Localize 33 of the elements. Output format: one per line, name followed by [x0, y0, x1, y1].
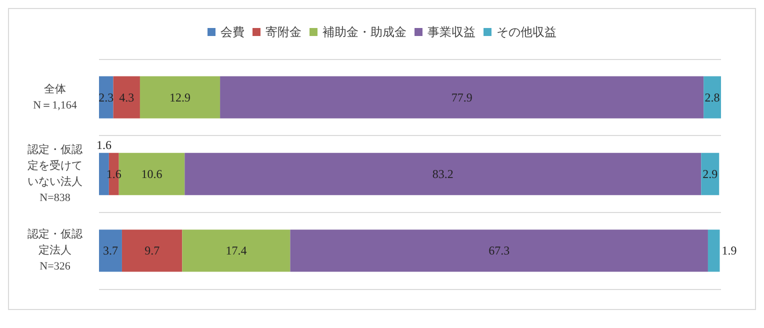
- y-tick-label: 全体 N＝1,164: [33, 83, 78, 112]
- bar: [708, 230, 720, 272]
- bar: [99, 152, 109, 196]
- bar: [704, 76, 721, 118]
- bar: [140, 76, 220, 118]
- data-label: 9.7: [144, 244, 160, 258]
- data-label: 12.9: [170, 90, 191, 104]
- y-tick-label: 認定・仮認定法人 N=326: [28, 228, 82, 273]
- bar: [122, 230, 182, 272]
- data-label: 10.6: [141, 167, 162, 181]
- data-label: 83.2: [432, 167, 454, 181]
- bar: [99, 230, 122, 272]
- bar: [701, 152, 720, 196]
- data-label: 17.4: [226, 244, 247, 258]
- data-label: 2.9: [702, 167, 718, 181]
- data-label: 1.9: [722, 244, 737, 258]
- legend-label: その他収益: [496, 25, 556, 39]
- legend-label: 会費: [220, 25, 244, 39]
- legend-label: 補助金・助成金: [322, 25, 406, 39]
- data-label: 3.7: [102, 244, 118, 258]
- legend-label: 寄附金: [266, 25, 302, 39]
- data-label: 2.8: [704, 90, 720, 104]
- bar: [182, 230, 290, 272]
- bar: [113, 76, 140, 118]
- y-tick-label: 認定・仮認定を受けていない法人 N=838: [28, 143, 82, 204]
- data-label: 4.3: [119, 90, 134, 104]
- legend-label: 事業収益: [428, 25, 476, 39]
- bar: [220, 76, 704, 118]
- data-label: 77.9: [451, 90, 472, 104]
- data-label: 67.3: [488, 244, 510, 258]
- data-label: 1.6: [96, 138, 112, 152]
- bar: [290, 230, 708, 272]
- bar: [184, 152, 702, 196]
